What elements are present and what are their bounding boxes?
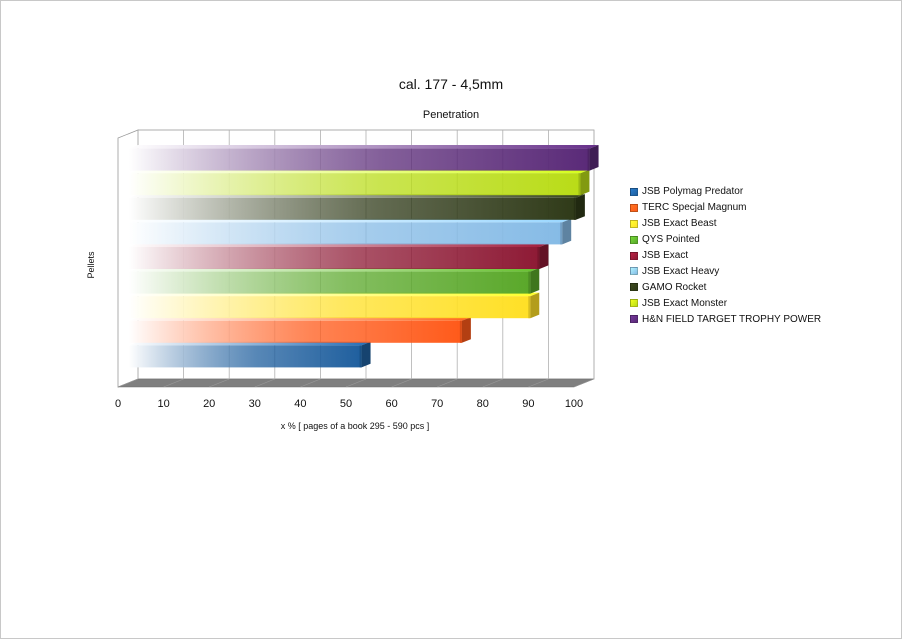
bar-front (129, 148, 590, 171)
x-tick-label: 20 (203, 398, 215, 410)
legend-item: JSB Exact Beast (630, 216, 890, 232)
x-tick-label: 40 (294, 398, 306, 410)
bar (129, 268, 540, 294)
bar-front (129, 197, 576, 220)
bar-front (129, 345, 362, 368)
bar-end (361, 341, 371, 368)
x-tick-label: 70 (431, 398, 443, 410)
floor-grid-line (482, 378, 503, 388)
floor-grid-line (163, 378, 184, 388)
legend-label: GAMO Rocket (642, 281, 707, 293)
floor-grid-line (391, 378, 412, 388)
chart-subtitle: Penetration (422, 109, 480, 121)
bar-edge (573, 197, 576, 220)
bar-end (539, 243, 549, 269)
bar-front (129, 271, 531, 294)
legend-item: JSB Polymag Predator (630, 184, 890, 200)
x-tick-label: 100 (565, 398, 583, 410)
legend-label: JSB Exact Heavy (642, 265, 720, 277)
legend-item: TERC Specjal Magnum (630, 200, 890, 216)
floor-grid-line (573, 378, 595, 388)
bar-front (129, 173, 581, 196)
x-tick-label: 80 (477, 398, 489, 410)
bar-front (129, 296, 531, 319)
x-tick-label: 90 (522, 398, 534, 410)
bar (129, 194, 585, 220)
legend-label: JSB Exact (642, 250, 689, 261)
legend-item: JSB Exact (630, 248, 890, 264)
legend-item: JSB Exact Heavy (630, 263, 890, 279)
bar-end (461, 317, 471, 343)
bar (129, 341, 371, 368)
legend-item: JSB Exact Monster (630, 295, 890, 311)
bar (129, 292, 540, 319)
legend-swatch (630, 219, 638, 228)
chart-title: cal. 177 - 4,5mm (398, 76, 504, 92)
legend-swatch (630, 283, 638, 292)
bar-end (575, 194, 585, 220)
bar (129, 145, 599, 171)
legend-swatch (630, 235, 638, 244)
bar-top (129, 145, 599, 149)
bar-end (580, 169, 590, 196)
bar-edge (528, 271, 531, 294)
legend-swatch (630, 251, 638, 260)
floor-grid-line (254, 378, 275, 388)
bar-front (129, 222, 563, 245)
legend-item: QYS Pointed (630, 232, 890, 248)
bar-end (530, 268, 540, 294)
legend-item: H&N FIELD TARGET TROPHY POWER (630, 311, 890, 327)
bar-end (589, 145, 599, 171)
legend-swatch (630, 267, 638, 276)
legend-swatch (630, 299, 638, 308)
bar-front (129, 247, 540, 269)
bar-edge (537, 247, 540, 269)
bar-edge (459, 320, 462, 343)
legend-label: JSB Polymag Predator (642, 186, 744, 198)
legend-label: QYS Pointed (642, 234, 700, 246)
legend-item: GAMO Rocket (630, 279, 890, 295)
bar-edge (587, 148, 590, 171)
floor-grid-line (437, 378, 458, 388)
x-tick-label: 10 (157, 398, 169, 410)
legend-label: TERC Specjal Magnum (642, 202, 747, 214)
bar-edge (359, 345, 362, 368)
legend-label: JSB Exact Monster (642, 297, 728, 309)
bar-end (530, 292, 540, 319)
floor-grid-line (209, 378, 230, 388)
bar-front (129, 320, 462, 343)
floor-grid-line (117, 378, 139, 388)
legend: JSB Polymag Predator TERC Specjal Magnum J… (630, 184, 890, 327)
legend-swatch (630, 203, 638, 212)
bar (129, 169, 590, 196)
x-tick-label: 0 (115, 398, 121, 410)
bar (129, 218, 572, 245)
floor-grid-line (528, 378, 549, 388)
bar (129, 317, 471, 343)
x-tick-label: 50 (340, 398, 352, 410)
bar-edge (578, 173, 581, 196)
floor-grid-line (345, 378, 367, 388)
bar-edge (560, 222, 563, 245)
floor-grid-line (300, 378, 321, 388)
legend-label: JSB Exact Beast (642, 218, 717, 230)
x-axis-label: x % [ pages of a book 295 - 590 pcs ] (280, 421, 430, 431)
legend-swatch (630, 187, 638, 196)
bar (129, 243, 549, 269)
bar-end (562, 218, 572, 245)
legend-label: H&N FIELD TARGET TROPHY POWER (642, 313, 822, 325)
legend-swatch (630, 315, 638, 324)
x-tick-label: 60 (385, 398, 397, 410)
bar-edge (528, 296, 531, 319)
x-tick-label: 30 (249, 398, 261, 410)
